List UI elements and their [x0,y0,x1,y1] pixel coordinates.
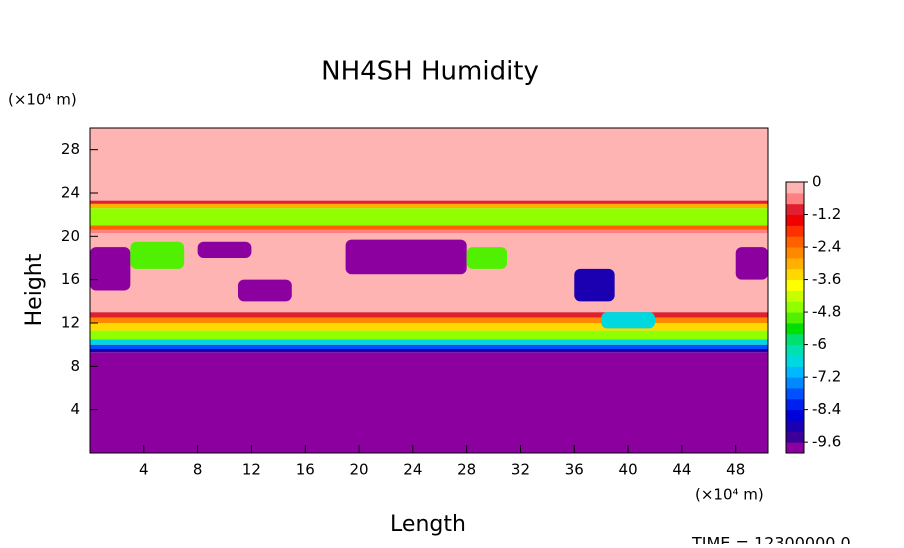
plot-frame [89,127,769,454]
colorbar-cell [786,366,804,378]
layer [90,200,768,204]
patch [735,247,768,280]
x-tick-label: 8 [193,461,203,479]
colorbar-cell [786,257,804,270]
colorbar-tick-label: -9.6 [812,433,841,451]
layer [90,344,768,349]
colorbar-cell [786,268,804,281]
x-tick-label: 40 [619,461,638,479]
colorbar-cell [786,203,804,216]
colorbar-cell [786,420,804,432]
layer [90,339,768,345]
patch [466,247,508,269]
colorbar-cell [786,322,804,335]
colorbar-cell [786,247,804,259]
x-tick-label: 4 [139,461,149,479]
layer [90,352,768,453]
layer [90,229,768,234]
colorbar-cell [786,301,804,313]
colorbar-cell [786,214,804,226]
time-label: TIME = 12300000.0 [691,534,851,545]
layer [90,323,768,331]
colorbar-tick-label: 0 [812,173,822,191]
x-tick-label: 16 [296,461,315,479]
x-axis-label: Length [390,512,466,537]
x-tick-label: 44 [672,461,691,479]
colorbar-cell [786,225,804,237]
colorbar-tick-label: -4.8 [812,303,841,321]
patch [574,268,615,302]
colorbar-frame [785,181,805,454]
y-tick-label: 24 [61,184,80,202]
x-tick-label: 12 [242,461,261,479]
colorbar-tick-label: -1.2 [812,205,841,223]
patch [237,279,292,302]
patch [345,239,467,275]
colorbar-cell [786,344,804,356]
patch [601,312,655,329]
colorbar-cell [786,279,804,291]
x-tick-label: 24 [403,461,422,479]
colorbar-cell [786,312,804,324]
y-tick-label: 28 [61,140,80,158]
layer [90,317,768,323]
x-tick-label: 28 [457,461,476,479]
colorbar-cell [786,290,804,302]
colorbar-cell [786,192,804,205]
layer [90,128,768,201]
colorbar-cell [786,442,804,454]
layer [90,203,768,209]
colorbar-cell [786,355,804,367]
colorbar-cell [786,182,804,194]
colorbar-cell [786,431,804,443]
chart-title: NH4SH Humidity [321,57,539,87]
y-tick-label: 4 [70,400,80,418]
colorbar-tick-label: -3.6 [812,270,841,288]
colorbar-tick-label: -7.2 [812,368,841,386]
x-tick-label: 36 [565,461,584,479]
y-axis-label: Height [22,253,47,326]
layer [90,312,768,318]
layer [90,330,768,340]
x-tick-label: 48 [726,461,745,479]
x-unit: (×10⁴ m) [695,486,764,504]
colorbar-cell [786,377,804,389]
colorbar-tick-label: -6 [812,335,827,353]
y-unit: (×10⁴ m) [8,91,77,109]
colorbar-cell [786,409,804,421]
colorbar-cell [786,387,804,400]
patch [90,247,131,291]
x-tick-label: 20 [350,461,369,479]
colorbar-tick-label: -8.4 [812,400,841,418]
colorbar-tick-label: -2.4 [812,238,841,256]
y-tick-label: 8 [70,357,80,375]
layer [90,349,768,353]
y-tick-label: 20 [61,227,80,245]
patch [130,241,185,269]
colorbar-cell [786,398,804,411]
layer [90,208,768,226]
x-tick-label: 32 [511,461,530,479]
patch [197,241,252,258]
y-tick-label: 12 [61,314,80,332]
colorbar-cell [786,236,804,248]
colorbar-cell [786,333,804,346]
layer [90,225,768,230]
y-tick-label: 16 [61,270,80,288]
